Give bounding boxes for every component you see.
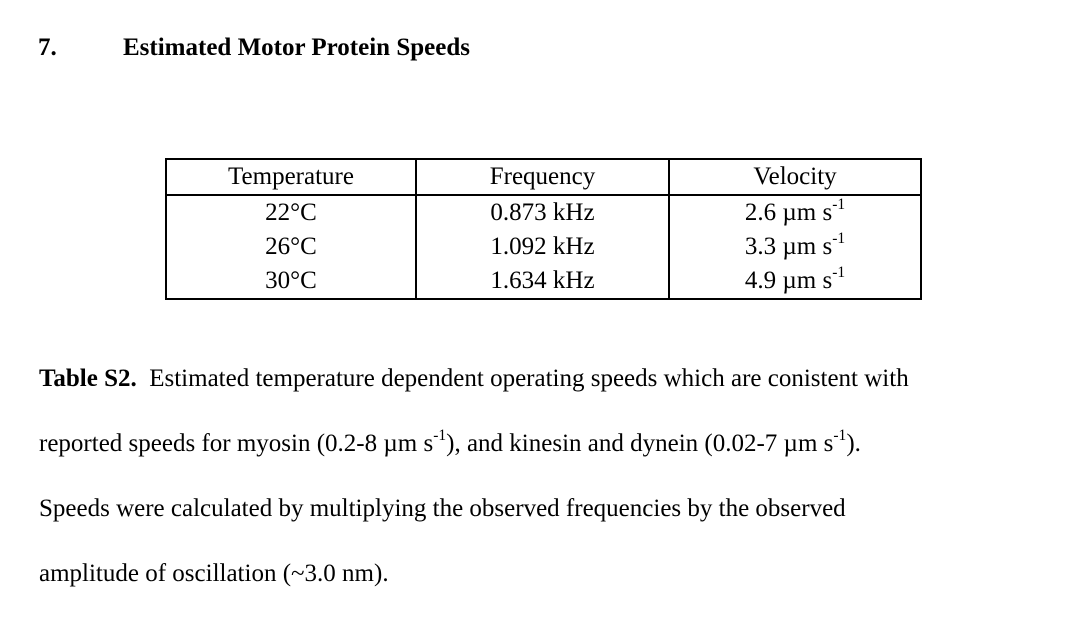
table-row: 30°C 1.634 kHz 4.9 µm s-1 <box>166 264 921 299</box>
cell-temperature: 22°C <box>166 195 417 230</box>
cell-temperature: 30°C <box>166 264 417 299</box>
caption-text: amplitude of oscillation (~3.0 nm). <box>39 560 389 587</box>
velocity-unit: µm s <box>782 267 833 294</box>
table-caption: Table S2. Estimated temperature dependen… <box>39 362 1049 622</box>
caption-line: reported speeds for myosin (0.2-8 µm s-1… <box>39 427 1049 461</box>
caption-exponent: -1 <box>433 427 447 445</box>
header-temperature: Temperature <box>166 159 417 196</box>
cell-temperature: 26°C <box>166 230 417 264</box>
velocity-value: 2.6 <box>744 199 777 226</box>
caption-label: Table S2. <box>39 365 137 392</box>
velocity-unit: µm s <box>782 233 833 260</box>
velocity-unit: µm s <box>782 199 833 226</box>
section-title: Estimated Motor Protein Speeds <box>123 34 470 61</box>
section-number: 7. <box>38 34 57 61</box>
caption-text: ). <box>846 430 861 457</box>
caption-line: Table S2. Estimated temperature dependen… <box>39 362 1049 396</box>
table-header-row: Temperature Frequency Velocity <box>166 159 921 196</box>
caption-text: Speeds were calculated by multiplying th… <box>39 495 846 522</box>
cell-velocity: 3.3 µm s-1 <box>669 230 921 264</box>
header-velocity: Velocity <box>669 159 921 196</box>
velocity-exponent: -1 <box>832 230 846 248</box>
header-frequency: Frequency <box>416 159 670 196</box>
caption-text: ), and kinesin and dynein (0.02-7 µm s <box>446 430 834 457</box>
cell-frequency: 0.873 kHz <box>416 195 670 230</box>
caption-line: amplitude of oscillation (~3.0 nm). <box>39 557 1049 591</box>
caption-text: Estimated temperature dependent operatin… <box>149 365 909 392</box>
velocity-exponent: -1 <box>832 264 846 282</box>
velocity-exponent: -1 <box>832 196 846 214</box>
cell-velocity: 2.6 µm s-1 <box>669 195 921 230</box>
cell-frequency: 1.092 kHz <box>416 230 670 264</box>
motor-speed-table: Temperature Frequency Velocity 22°C 0.87… <box>165 158 922 300</box>
caption-text: reported speeds for myosin (0.2-8 µm s <box>39 430 434 457</box>
cell-velocity: 4.9 µm s-1 <box>669 264 921 299</box>
caption-line: Speeds were calculated by multiplying th… <box>39 492 1049 526</box>
section-heading: 7. Estimated Motor Protein Speeds <box>0 31 1066 65</box>
caption-exponent: -1 <box>833 427 847 445</box>
cell-frequency: 1.634 kHz <box>416 264 670 299</box>
table-row: 26°C 1.092 kHz 3.3 µm s-1 <box>166 230 921 264</box>
table-row: 22°C 0.873 kHz 2.6 µm s-1 <box>166 195 921 230</box>
velocity-value: 4.9 <box>744 267 777 294</box>
velocity-value: 3.3 <box>744 233 777 260</box>
